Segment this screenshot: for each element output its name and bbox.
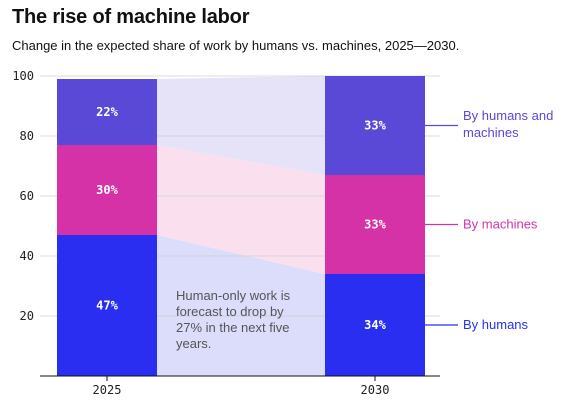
y-tick-label: 40 [20, 249, 34, 263]
data-label: 47% [96, 299, 118, 313]
bar-2030-by-humans-and-machines [325, 76, 425, 175]
x-tick-label: 2025 [93, 383, 122, 397]
chart-subtitle: Change in the expected share of work by … [12, 38, 460, 53]
annotation-text: Human-only work is forecast to drop by 27%… [176, 288, 291, 351]
data-label: 33% [364, 218, 386, 232]
y-tick-label: 100 [12, 69, 34, 83]
data-label: 30% [96, 183, 118, 197]
legend-label: By humans and machines [463, 108, 553, 140]
band-by-humans-and-machines [157, 76, 325, 175]
data-label: 33% [364, 119, 386, 133]
data-label: 34% [364, 318, 386, 332]
x-tick-label: 2030 [361, 383, 390, 397]
bar-2025-by-humans [57, 235, 157, 376]
chart-title: The rise of machine labor [12, 6, 250, 28]
band-by-humans [157, 235, 325, 376]
bar-2025-by-machines [57, 145, 157, 235]
legend-label: By machines [463, 217, 538, 232]
legend-label: By humans [463, 317, 529, 332]
data-label: 22% [96, 105, 118, 119]
y-tick-label: 80 [20, 129, 34, 143]
band-by-machines [157, 145, 325, 274]
y-tick-label: 60 [20, 189, 34, 203]
y-tick-label: 20 [20, 309, 34, 323]
bar-2030-by-machines [325, 175, 425, 274]
bar-2030-by-humans [325, 274, 425, 376]
bar-2025-by-humans-and-machines [57, 79, 157, 145]
